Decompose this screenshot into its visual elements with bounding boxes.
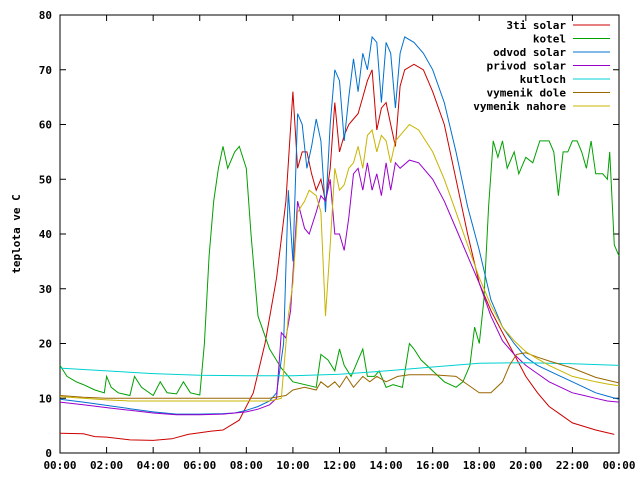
legend-label: vymenik dole (487, 87, 567, 100)
y-tick-label: 30 (39, 283, 52, 296)
x-tick-label: 16:00 (416, 459, 449, 472)
y-axis-label: teplota ve C (10, 194, 23, 273)
x-tick-label: 04:00 (137, 459, 170, 472)
y-tick-label: 80 (39, 9, 52, 22)
x-tick-label: 06:00 (183, 459, 216, 472)
legend-label: odvod solar (493, 46, 566, 59)
x-tick-label: 20:00 (509, 459, 542, 472)
legend-label: privod solar (487, 60, 567, 73)
x-tick-label: 00:00 (43, 459, 76, 472)
y-tick-label: 70 (39, 64, 52, 77)
x-tick-label: 10:00 (276, 459, 309, 472)
y-tick-label: 20 (39, 338, 52, 351)
x-tick-label: 14:00 (370, 459, 403, 472)
series-line-odvod-solar (59, 35, 620, 415)
legend-label: kutloch (520, 73, 566, 86)
x-tick-label: 08:00 (230, 459, 263, 472)
series-line-vymenik-dole (59, 352, 620, 399)
x-tick-label: 18:00 (463, 459, 496, 472)
series-line-privod-solar (59, 159, 620, 416)
series-layer (59, 35, 620, 441)
x-tick-label: 00:00 (602, 459, 635, 472)
x-tick-label: 22:00 (556, 459, 589, 472)
legend-label: vymenik nahore (473, 100, 566, 113)
series-line-vymenik-nahore (59, 123, 620, 402)
series-line-kotel (59, 140, 620, 397)
y-tick-label: 60 (39, 119, 52, 132)
y-tick-label: 50 (39, 173, 52, 186)
series-line-3ti-solar (59, 63, 615, 441)
series-line-kutloch (59, 362, 620, 377)
legend-label: kotel (533, 33, 566, 46)
legend-label: 3ti solar (506, 19, 566, 32)
y-tick-label: 10 (39, 392, 52, 405)
y-tick-label: 40 (39, 228, 52, 241)
axis-ticks: 0 10 20 30 40 50 60 70 80 00:00 02:00 04:00 06:00 08:… (39, 9, 636, 472)
x-tick-label: 02:00 (90, 459, 123, 472)
x-tick-label: 12:00 (323, 459, 356, 472)
y-tick-label: 0 (45, 447, 52, 460)
